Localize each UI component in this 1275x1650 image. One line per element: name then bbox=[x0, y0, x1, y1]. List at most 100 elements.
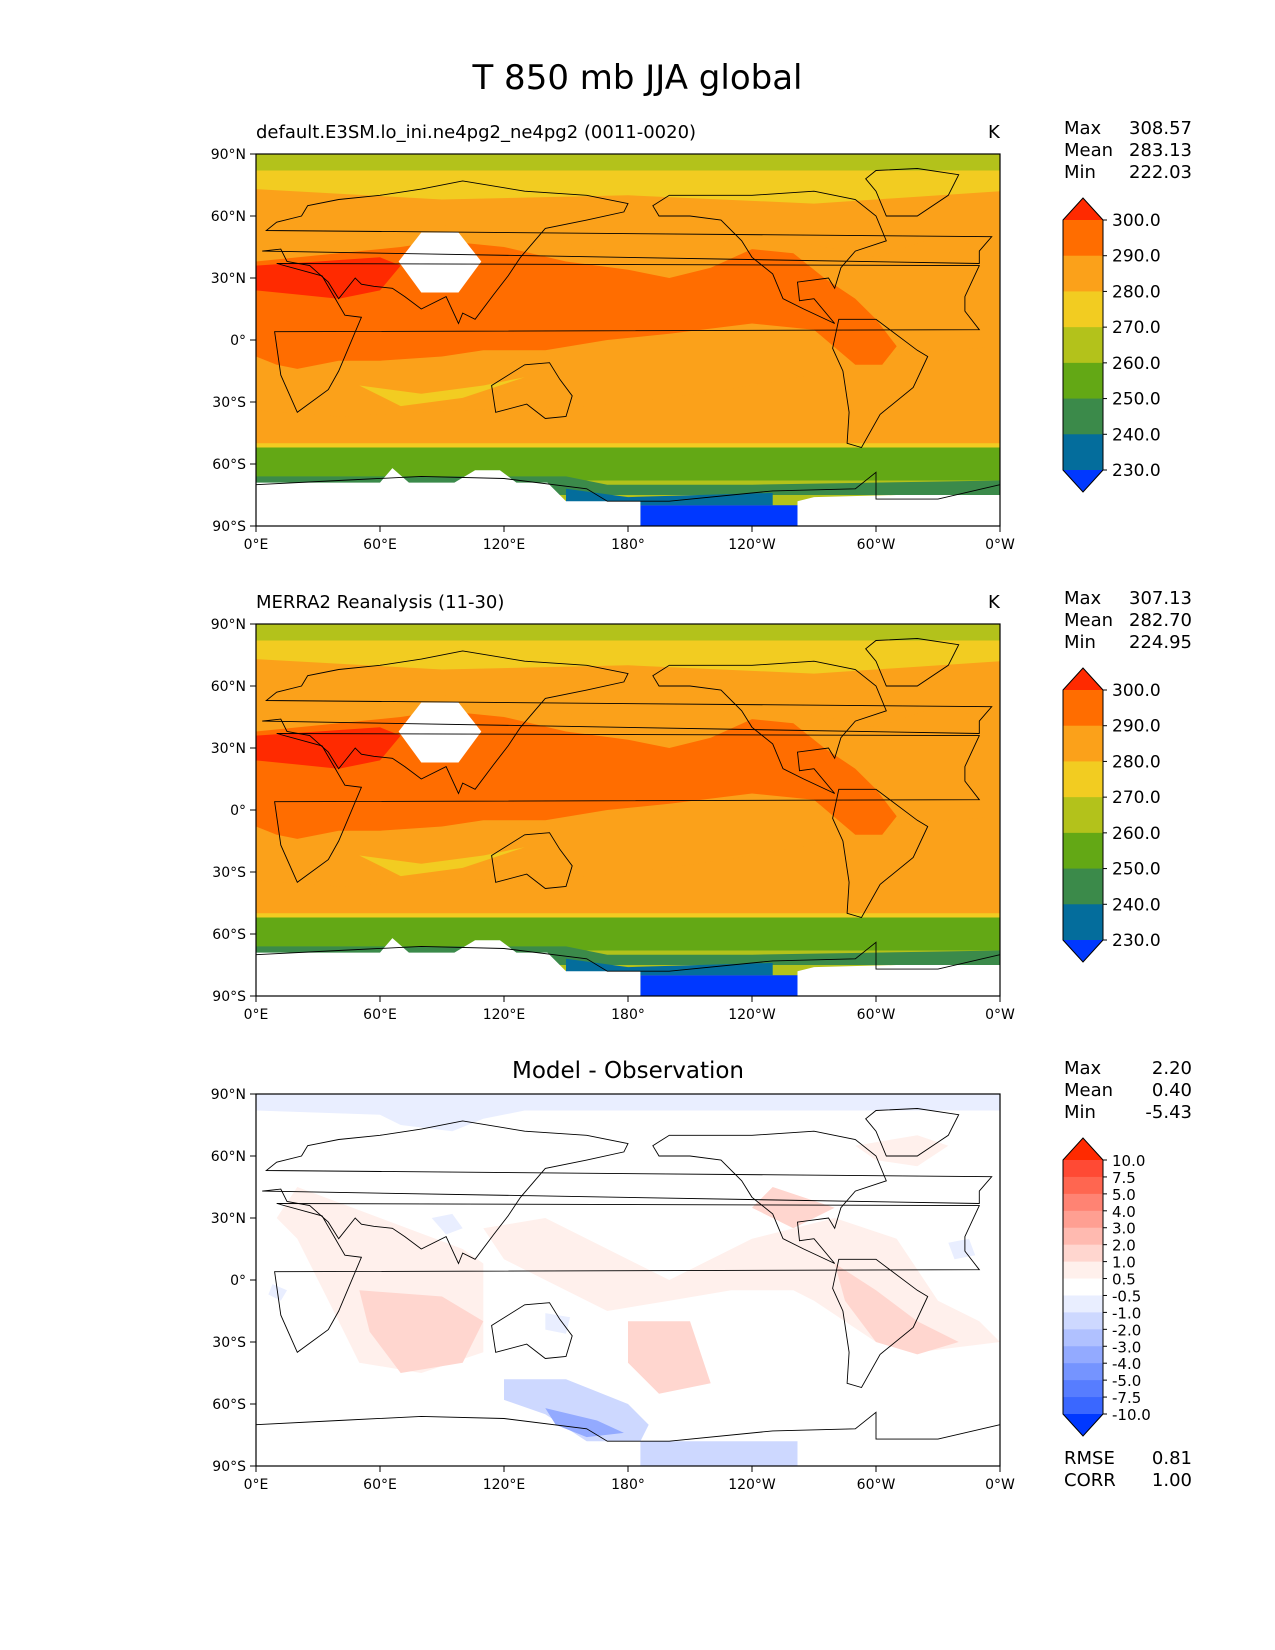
obs-units-label: K bbox=[988, 592, 1000, 613]
colorbar-segment bbox=[1063, 1193, 1103, 1212]
colorbar-extend-max bbox=[1063, 668, 1103, 690]
colorbar-label: 10.0 bbox=[1112, 1152, 1145, 1170]
lat-tick-label: 30°S bbox=[212, 1335, 246, 1351]
rmse-value: 0.81 bbox=[1151, 1448, 1192, 1469]
colorbar-label: -5.0 bbox=[1112, 1372, 1141, 1390]
coastline-eurasia bbox=[262, 1120, 993, 1265]
stat-min-label: Min bbox=[1064, 162, 1096, 183]
stat-min-label: Min bbox=[1064, 1102, 1096, 1123]
missing-tibet bbox=[398, 702, 482, 763]
colorbar-segment bbox=[1063, 291, 1103, 328]
colorbar: 300.0 290.0 280.0 270.0 260.0 250.0 240.0 230.0 bbox=[1062, 197, 1161, 493]
band-250 bbox=[256, 447, 1000, 481]
corr-label: CORR bbox=[1064, 1470, 1116, 1491]
coastline-australia bbox=[491, 362, 573, 419]
lon-tick-label: 120°W bbox=[728, 1477, 776, 1493]
lon-tick-label: 60°E bbox=[363, 1007, 397, 1023]
colorbar-segment bbox=[1063, 327, 1103, 364]
colorbar-extend-min bbox=[1063, 940, 1103, 962]
colorbar-label: 0.5 bbox=[1112, 1271, 1136, 1289]
corr-value: 1.00 bbox=[1151, 1470, 1192, 1491]
diff-map: 90°N 60°N 30°N 0° 30°S 60°S 90°S 0°E 60°E 120°E 18… bbox=[211, 1087, 1151, 1493]
colorbar-label: 230.0 bbox=[1112, 931, 1161, 951]
coastline-greenland bbox=[865, 1108, 960, 1157]
lat-tick-label: 30°N bbox=[211, 741, 246, 757]
coastline-namerica bbox=[652, 190, 887, 324]
obs-map: 90°N 60°N 30°N 0° 30°S 60°S 90°S 0°E 60°E 120°E 18… bbox=[211, 617, 1161, 1023]
coastline-africa bbox=[274, 733, 981, 883]
model-panel-title: default.E3SM.lo_ini.ne4pg2_ne4pg2 (0011-… bbox=[256, 122, 697, 143]
lat-tick-label: 30°N bbox=[211, 1211, 246, 1227]
pos-indian-core bbox=[359, 1290, 484, 1373]
colorbar: 300.0 290.0 280.0 270.0 260.0 250.0 240.0 230.0 bbox=[1062, 667, 1161, 963]
missing-antarctic-east bbox=[797, 495, 1000, 526]
missing-antarctic-west bbox=[256, 468, 641, 526]
stat-min-value: 222.03 bbox=[1129, 162, 1192, 183]
coastline-africa bbox=[274, 263, 981, 413]
colorbar-label: 260.0 bbox=[1112, 824, 1161, 844]
colorbar-segment bbox=[1063, 1380, 1103, 1398]
lat-tick-label: 30°S bbox=[212, 395, 246, 411]
coastline-antarctica bbox=[255, 471, 1001, 502]
lon-tick-label: 60°E bbox=[363, 537, 397, 553]
lat-tick-label: 60°N bbox=[211, 679, 246, 695]
band-270-south bbox=[359, 377, 525, 407]
neg-ross-core bbox=[545, 1408, 624, 1438]
map-frame: 90°N 60°N 30°N 0° 30°S 60°S 90°S 0°E 60°E 120°E 18… bbox=[211, 1087, 1015, 1493]
colorbar-segment bbox=[1063, 398, 1103, 435]
colorbar-segment bbox=[1063, 255, 1103, 292]
coastline-namerica bbox=[652, 1130, 887, 1264]
lat-tick-label: 60°S bbox=[212, 1397, 246, 1413]
diff-error-stats: RMSE 0.81 CORR 1.00 bbox=[1064, 1448, 1192, 1492]
colorbar-label: -2.0 bbox=[1112, 1321, 1141, 1339]
colorbar-segment bbox=[1063, 832, 1103, 870]
colorbar-segment bbox=[1063, 1397, 1103, 1415]
colorbar-extend-min bbox=[1063, 1414, 1103, 1436]
neg-atlantic bbox=[948, 1238, 976, 1260]
coastline-samerica bbox=[832, 788, 929, 919]
lon-tick-label: 0°E bbox=[244, 1477, 269, 1493]
colorbar-segment bbox=[1063, 1278, 1103, 1296]
colorbar-label: 280.0 bbox=[1112, 282, 1161, 302]
diff-panel: Model - Observation Max 2.20 Mean 0.40 Min… bbox=[0, 1058, 1275, 1518]
colorbar-label: 1.0 bbox=[1112, 1254, 1136, 1272]
lon-tick-label: 0°E bbox=[244, 537, 269, 553]
model-units-label: K bbox=[988, 122, 1000, 143]
coastline-eurasia bbox=[262, 180, 993, 325]
lat-tick-label: 0° bbox=[230, 1273, 246, 1289]
missing-antarctic-east bbox=[797, 965, 1000, 996]
coastline-samerica bbox=[832, 1258, 929, 1389]
pos-mexico bbox=[752, 1187, 835, 1229]
neg-australia bbox=[545, 1313, 571, 1334]
obs-panel: MERRA2 Reanalysis (11-30) K Max 307.13 Me… bbox=[0, 588, 1275, 1048]
colorbar-segment bbox=[1063, 1312, 1103, 1330]
lat-tick-label: 30°N bbox=[211, 271, 246, 287]
lon-tick-label: 180° bbox=[611, 1477, 645, 1493]
stat-mean-value: 0.40 bbox=[1151, 1080, 1192, 1101]
rmse-label: RMSE bbox=[1064, 1448, 1115, 1469]
obs-stats: Max 307.13 Mean 282.70 Min 224.95 bbox=[1064, 588, 1192, 654]
colorbar-extend-max bbox=[1063, 1138, 1103, 1160]
missing-antarctic-west bbox=[256, 938, 641, 996]
coastline-greenland bbox=[865, 638, 960, 687]
lat-tick-label: 60°N bbox=[211, 209, 246, 225]
stat-mean-label: Mean bbox=[1064, 1080, 1114, 1101]
coastline-africa bbox=[274, 1203, 981, 1353]
stat-max-value: 308.57 bbox=[1129, 118, 1192, 139]
obs-panel-title: MERRA2 Reanalysis (11-30) bbox=[256, 592, 505, 613]
lon-tick-label: 180° bbox=[611, 537, 645, 553]
stat-min-value: -5.43 bbox=[1145, 1102, 1192, 1123]
lon-tick-label: 180° bbox=[611, 1007, 645, 1023]
stat-max-label: Max bbox=[1064, 118, 1102, 139]
colorbar-extend-min bbox=[1063, 470, 1103, 492]
colorbar-segment bbox=[1063, 1244, 1103, 1263]
colorbar-segment bbox=[1063, 761, 1103, 798]
neg-tibet bbox=[431, 1213, 463, 1235]
lon-tick-label: 120°E bbox=[483, 1007, 526, 1023]
map-frame: 90°N 60°N 30°N 0° 30°S 60°S 90°S 0°E 60°E 120°E 18… bbox=[211, 147, 1015, 553]
pos-greenland bbox=[855, 1135, 949, 1167]
colorbar-segment bbox=[1063, 1363, 1103, 1381]
stat-mean-label: Mean bbox=[1064, 140, 1114, 161]
pos-samerica bbox=[834, 1263, 959, 1355]
band-250 bbox=[256, 917, 1000, 951]
